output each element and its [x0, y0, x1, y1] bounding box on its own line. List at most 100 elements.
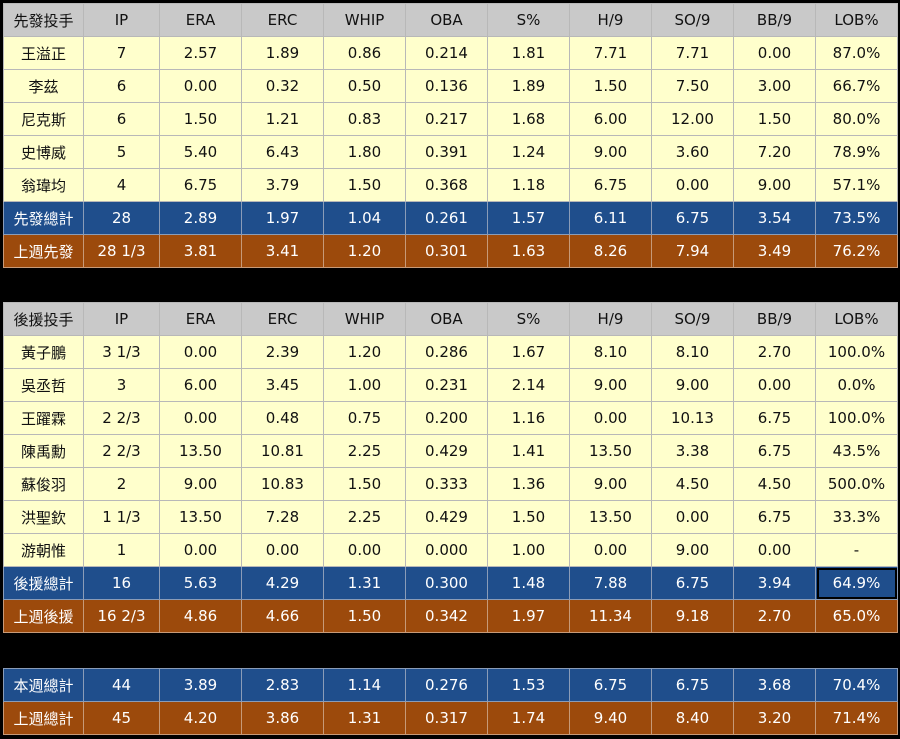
- table-cell[interactable]: 7.20: [733, 135, 816, 169]
- table-cell[interactable]: SO/9: [651, 3, 734, 37]
- table-cell[interactable]: 4.86: [159, 599, 242, 633]
- table-cell[interactable]: 6.00: [159, 368, 242, 402]
- table-cell[interactable]: 1.67: [487, 335, 570, 369]
- table-cell[interactable]: 12.00: [651, 102, 734, 136]
- table-cell[interactable]: 76.2%: [815, 234, 898, 268]
- table-cell[interactable]: S%: [487, 3, 570, 37]
- table-cell[interactable]: 43.5%: [815, 434, 898, 468]
- row-label-cell[interactable]: 後援投手: [3, 302, 84, 336]
- table-cell[interactable]: 2 2/3: [83, 401, 160, 435]
- table-cell[interactable]: 0.200: [405, 401, 488, 435]
- table-cell[interactable]: 13.50: [159, 500, 242, 534]
- table-cell[interactable]: 1.50: [323, 599, 406, 633]
- table-cell[interactable]: 0.48: [241, 401, 324, 435]
- table-cell[interactable]: 9.00: [569, 368, 652, 402]
- table-cell[interactable]: 0.429: [405, 500, 488, 534]
- table-cell[interactable]: 73.5%: [815, 201, 898, 235]
- table-cell[interactable]: 1.57: [487, 201, 570, 235]
- table-cell[interactable]: 1.31: [323, 566, 406, 600]
- table-cell[interactable]: 65.0%: [815, 599, 898, 633]
- table-cell[interactable]: 0.00: [159, 533, 242, 567]
- table-cell[interactable]: 2.57: [159, 36, 242, 70]
- table-cell[interactable]: 45: [83, 701, 160, 735]
- table-cell[interactable]: SO/9: [651, 302, 734, 336]
- table-cell[interactable]: 11.34: [569, 599, 652, 633]
- table-cell[interactable]: 1.74: [487, 701, 570, 735]
- table-cell[interactable]: 0.0%: [815, 368, 898, 402]
- table-cell[interactable]: 1.04: [323, 201, 406, 235]
- table-cell[interactable]: 9.00: [569, 135, 652, 169]
- table-cell[interactable]: 0.317: [405, 701, 488, 735]
- table-cell[interactable]: H/9: [569, 3, 652, 37]
- table-cell[interactable]: 1.89: [241, 36, 324, 70]
- table-cell[interactable]: 3.86: [241, 701, 324, 735]
- row-label-cell[interactable]: 王躍霖: [3, 401, 84, 435]
- table-cell[interactable]: WHIP: [323, 302, 406, 336]
- table-cell[interactable]: S%: [487, 302, 570, 336]
- table-cell[interactable]: ERC: [241, 302, 324, 336]
- table-cell[interactable]: 1.31: [323, 701, 406, 735]
- table-cell[interactable]: 7.88: [569, 566, 652, 600]
- table-cell[interactable]: 6.75: [651, 668, 734, 702]
- table-cell[interactable]: 100.0%: [815, 401, 898, 435]
- table-cell[interactable]: 4.50: [733, 467, 816, 501]
- table-cell[interactable]: 8.26: [569, 234, 652, 268]
- table-cell[interactable]: 0.391: [405, 135, 488, 169]
- row-label-cell[interactable]: 上週先發: [3, 234, 84, 268]
- table-cell[interactable]: 71.4%: [815, 701, 898, 735]
- row-label-cell[interactable]: 先發投手: [3, 3, 84, 37]
- row-label-cell[interactable]: 王溢正: [3, 36, 84, 70]
- table-cell[interactable]: 64.9%: [815, 566, 898, 600]
- table-cell[interactable]: 2.14: [487, 368, 570, 402]
- row-label-cell[interactable]: 翁瑋均: [3, 168, 84, 202]
- row-label-cell[interactable]: 黃子鵬: [3, 335, 84, 369]
- table-cell[interactable]: 4: [83, 168, 160, 202]
- table-cell[interactable]: 2.70: [733, 335, 816, 369]
- table-cell[interactable]: 2.70: [733, 599, 816, 633]
- table-cell[interactable]: 0.286: [405, 335, 488, 369]
- table-cell[interactable]: 8.40: [651, 701, 734, 735]
- table-cell[interactable]: 4.29: [241, 566, 324, 600]
- table-cell[interactable]: 1 1/3: [83, 500, 160, 534]
- table-cell[interactable]: 9.40: [569, 701, 652, 735]
- table-cell[interactable]: 1.41: [487, 434, 570, 468]
- table-cell[interactable]: 9.00: [159, 467, 242, 501]
- table-cell[interactable]: WHIP: [323, 3, 406, 37]
- table-cell[interactable]: 0.83: [323, 102, 406, 136]
- table-cell[interactable]: 6.75: [651, 201, 734, 235]
- table-cell[interactable]: 0.00: [733, 533, 816, 567]
- table-cell[interactable]: 0.301: [405, 234, 488, 268]
- table-cell[interactable]: 7: [83, 36, 160, 70]
- row-label-cell[interactable]: 先發總計: [3, 201, 84, 235]
- table-cell[interactable]: 0.00: [159, 69, 242, 103]
- table-cell[interactable]: OBA: [405, 302, 488, 336]
- table-cell[interactable]: 0.000: [405, 533, 488, 567]
- table-cell[interactable]: 0.00: [733, 36, 816, 70]
- table-cell[interactable]: 2.39: [241, 335, 324, 369]
- table-cell[interactable]: H/9: [569, 302, 652, 336]
- table-cell[interactable]: 0.50: [323, 69, 406, 103]
- row-label-cell[interactable]: 吳丞哲: [3, 368, 84, 402]
- table-cell[interactable]: 1.18: [487, 168, 570, 202]
- table-cell[interactable]: 9.00: [733, 168, 816, 202]
- table-cell[interactable]: 0.261: [405, 201, 488, 235]
- table-cell[interactable]: 16 2/3: [83, 599, 160, 633]
- row-label-cell[interactable]: 後援總計: [3, 566, 84, 600]
- table-cell[interactable]: 1.20: [323, 335, 406, 369]
- table-cell[interactable]: 87.0%: [815, 36, 898, 70]
- table-cell[interactable]: 3.68: [733, 668, 816, 702]
- table-cell[interactable]: 2.25: [323, 434, 406, 468]
- table-cell[interactable]: 44: [83, 668, 160, 702]
- table-cell[interactable]: 10.81: [241, 434, 324, 468]
- table-cell[interactable]: 0.333: [405, 467, 488, 501]
- table-cell[interactable]: -: [815, 533, 898, 567]
- table-cell[interactable]: 6.75: [159, 168, 242, 202]
- table-cell[interactable]: 13.50: [159, 434, 242, 468]
- table-cell[interactable]: 6.75: [733, 434, 816, 468]
- table-cell[interactable]: 3 1/3: [83, 335, 160, 369]
- table-cell[interactable]: 5.63: [159, 566, 242, 600]
- table-cell[interactable]: 0.00: [569, 533, 652, 567]
- table-cell[interactable]: 3.81: [159, 234, 242, 268]
- table-cell[interactable]: 6.75: [733, 401, 816, 435]
- table-cell[interactable]: 6.75: [569, 168, 652, 202]
